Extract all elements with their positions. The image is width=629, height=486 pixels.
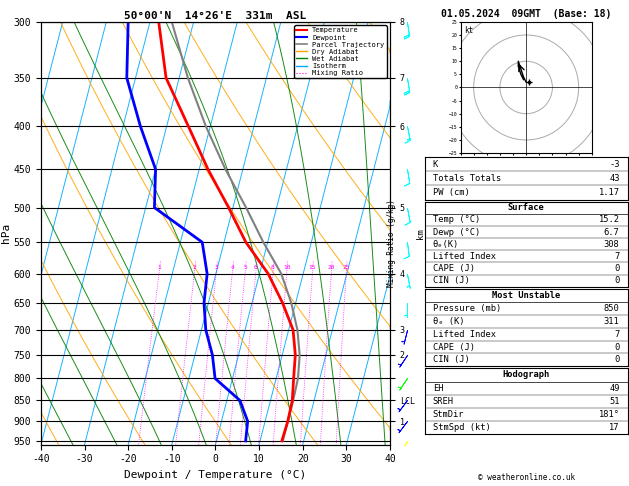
- Text: EH: EH: [433, 383, 443, 393]
- Text: 4: 4: [230, 265, 234, 271]
- Text: StmDir: StmDir: [433, 410, 464, 419]
- Text: CIN (J): CIN (J): [433, 355, 469, 364]
- Text: 181°: 181°: [599, 410, 620, 419]
- Text: Lifted Index: Lifted Index: [433, 330, 496, 339]
- Text: Totals Totals: Totals Totals: [433, 174, 501, 183]
- Text: Mixing Ratio (g/kg): Mixing Ratio (g/kg): [387, 199, 396, 287]
- Text: 6.7: 6.7: [604, 227, 620, 237]
- Text: 25: 25: [343, 265, 350, 271]
- Text: CAPE (J): CAPE (J): [433, 264, 475, 273]
- Text: Most Unstable: Most Unstable: [492, 291, 560, 300]
- Text: θₑ(K): θₑ(K): [433, 240, 459, 249]
- X-axis label: Dewpoint / Temperature (°C): Dewpoint / Temperature (°C): [125, 470, 306, 480]
- Text: 17: 17: [609, 423, 620, 432]
- Text: 0: 0: [615, 276, 620, 285]
- Y-axis label: hPa: hPa: [1, 223, 11, 243]
- Text: kt: kt: [464, 26, 474, 35]
- Text: Surface: Surface: [508, 203, 545, 212]
- Text: 850: 850: [604, 304, 620, 312]
- Text: 43: 43: [609, 174, 620, 183]
- Text: 49: 49: [609, 383, 620, 393]
- Text: © weatheronline.co.uk: © weatheronline.co.uk: [477, 473, 575, 482]
- Text: 6: 6: [254, 265, 258, 271]
- Text: Hodograph: Hodograph: [503, 370, 550, 380]
- Text: Pressure (mb): Pressure (mb): [433, 304, 501, 312]
- Text: 20: 20: [328, 265, 335, 271]
- Text: SREH: SREH: [433, 397, 454, 406]
- Title: 50°00'N  14°26'E  331m  ASL: 50°00'N 14°26'E 331m ASL: [125, 11, 306, 21]
- Text: Lifted Index: Lifted Index: [433, 252, 496, 261]
- Text: 0: 0: [615, 343, 620, 351]
- Text: 01.05.2024  09GMT  (Base: 18): 01.05.2024 09GMT (Base: 18): [441, 9, 611, 19]
- Text: 2: 2: [192, 265, 196, 271]
- Text: 308: 308: [604, 240, 620, 249]
- Text: 8: 8: [271, 265, 275, 271]
- Text: 5: 5: [243, 265, 247, 271]
- Text: 15.2: 15.2: [599, 215, 620, 225]
- Text: K: K: [433, 159, 438, 169]
- Text: PW (cm): PW (cm): [433, 188, 469, 197]
- Text: -3: -3: [609, 159, 620, 169]
- Text: θₑ (K): θₑ (K): [433, 316, 464, 326]
- Text: 7: 7: [615, 330, 620, 339]
- Text: CIN (J): CIN (J): [433, 276, 469, 285]
- Text: CAPE (J): CAPE (J): [433, 343, 475, 351]
- Text: 1: 1: [157, 265, 161, 271]
- Legend: Temperature, Dewpoint, Parcel Trajectory, Dry Adiabat, Wet Adiabat, Isotherm, Mi: Temperature, Dewpoint, Parcel Trajectory…: [294, 25, 386, 78]
- Text: 311: 311: [604, 316, 620, 326]
- Text: 15: 15: [309, 265, 316, 271]
- Text: 0: 0: [615, 264, 620, 273]
- Y-axis label: km
ASL: km ASL: [416, 225, 435, 242]
- Text: 10: 10: [283, 265, 291, 271]
- Text: 51: 51: [609, 397, 620, 406]
- Text: 3: 3: [214, 265, 218, 271]
- Text: Temp (°C): Temp (°C): [433, 215, 480, 225]
- Text: 7: 7: [615, 252, 620, 261]
- Text: Dewp (°C): Dewp (°C): [433, 227, 480, 237]
- Text: 1.17: 1.17: [599, 188, 620, 197]
- Text: 0: 0: [615, 355, 620, 364]
- Text: StmSpd (kt): StmSpd (kt): [433, 423, 491, 432]
